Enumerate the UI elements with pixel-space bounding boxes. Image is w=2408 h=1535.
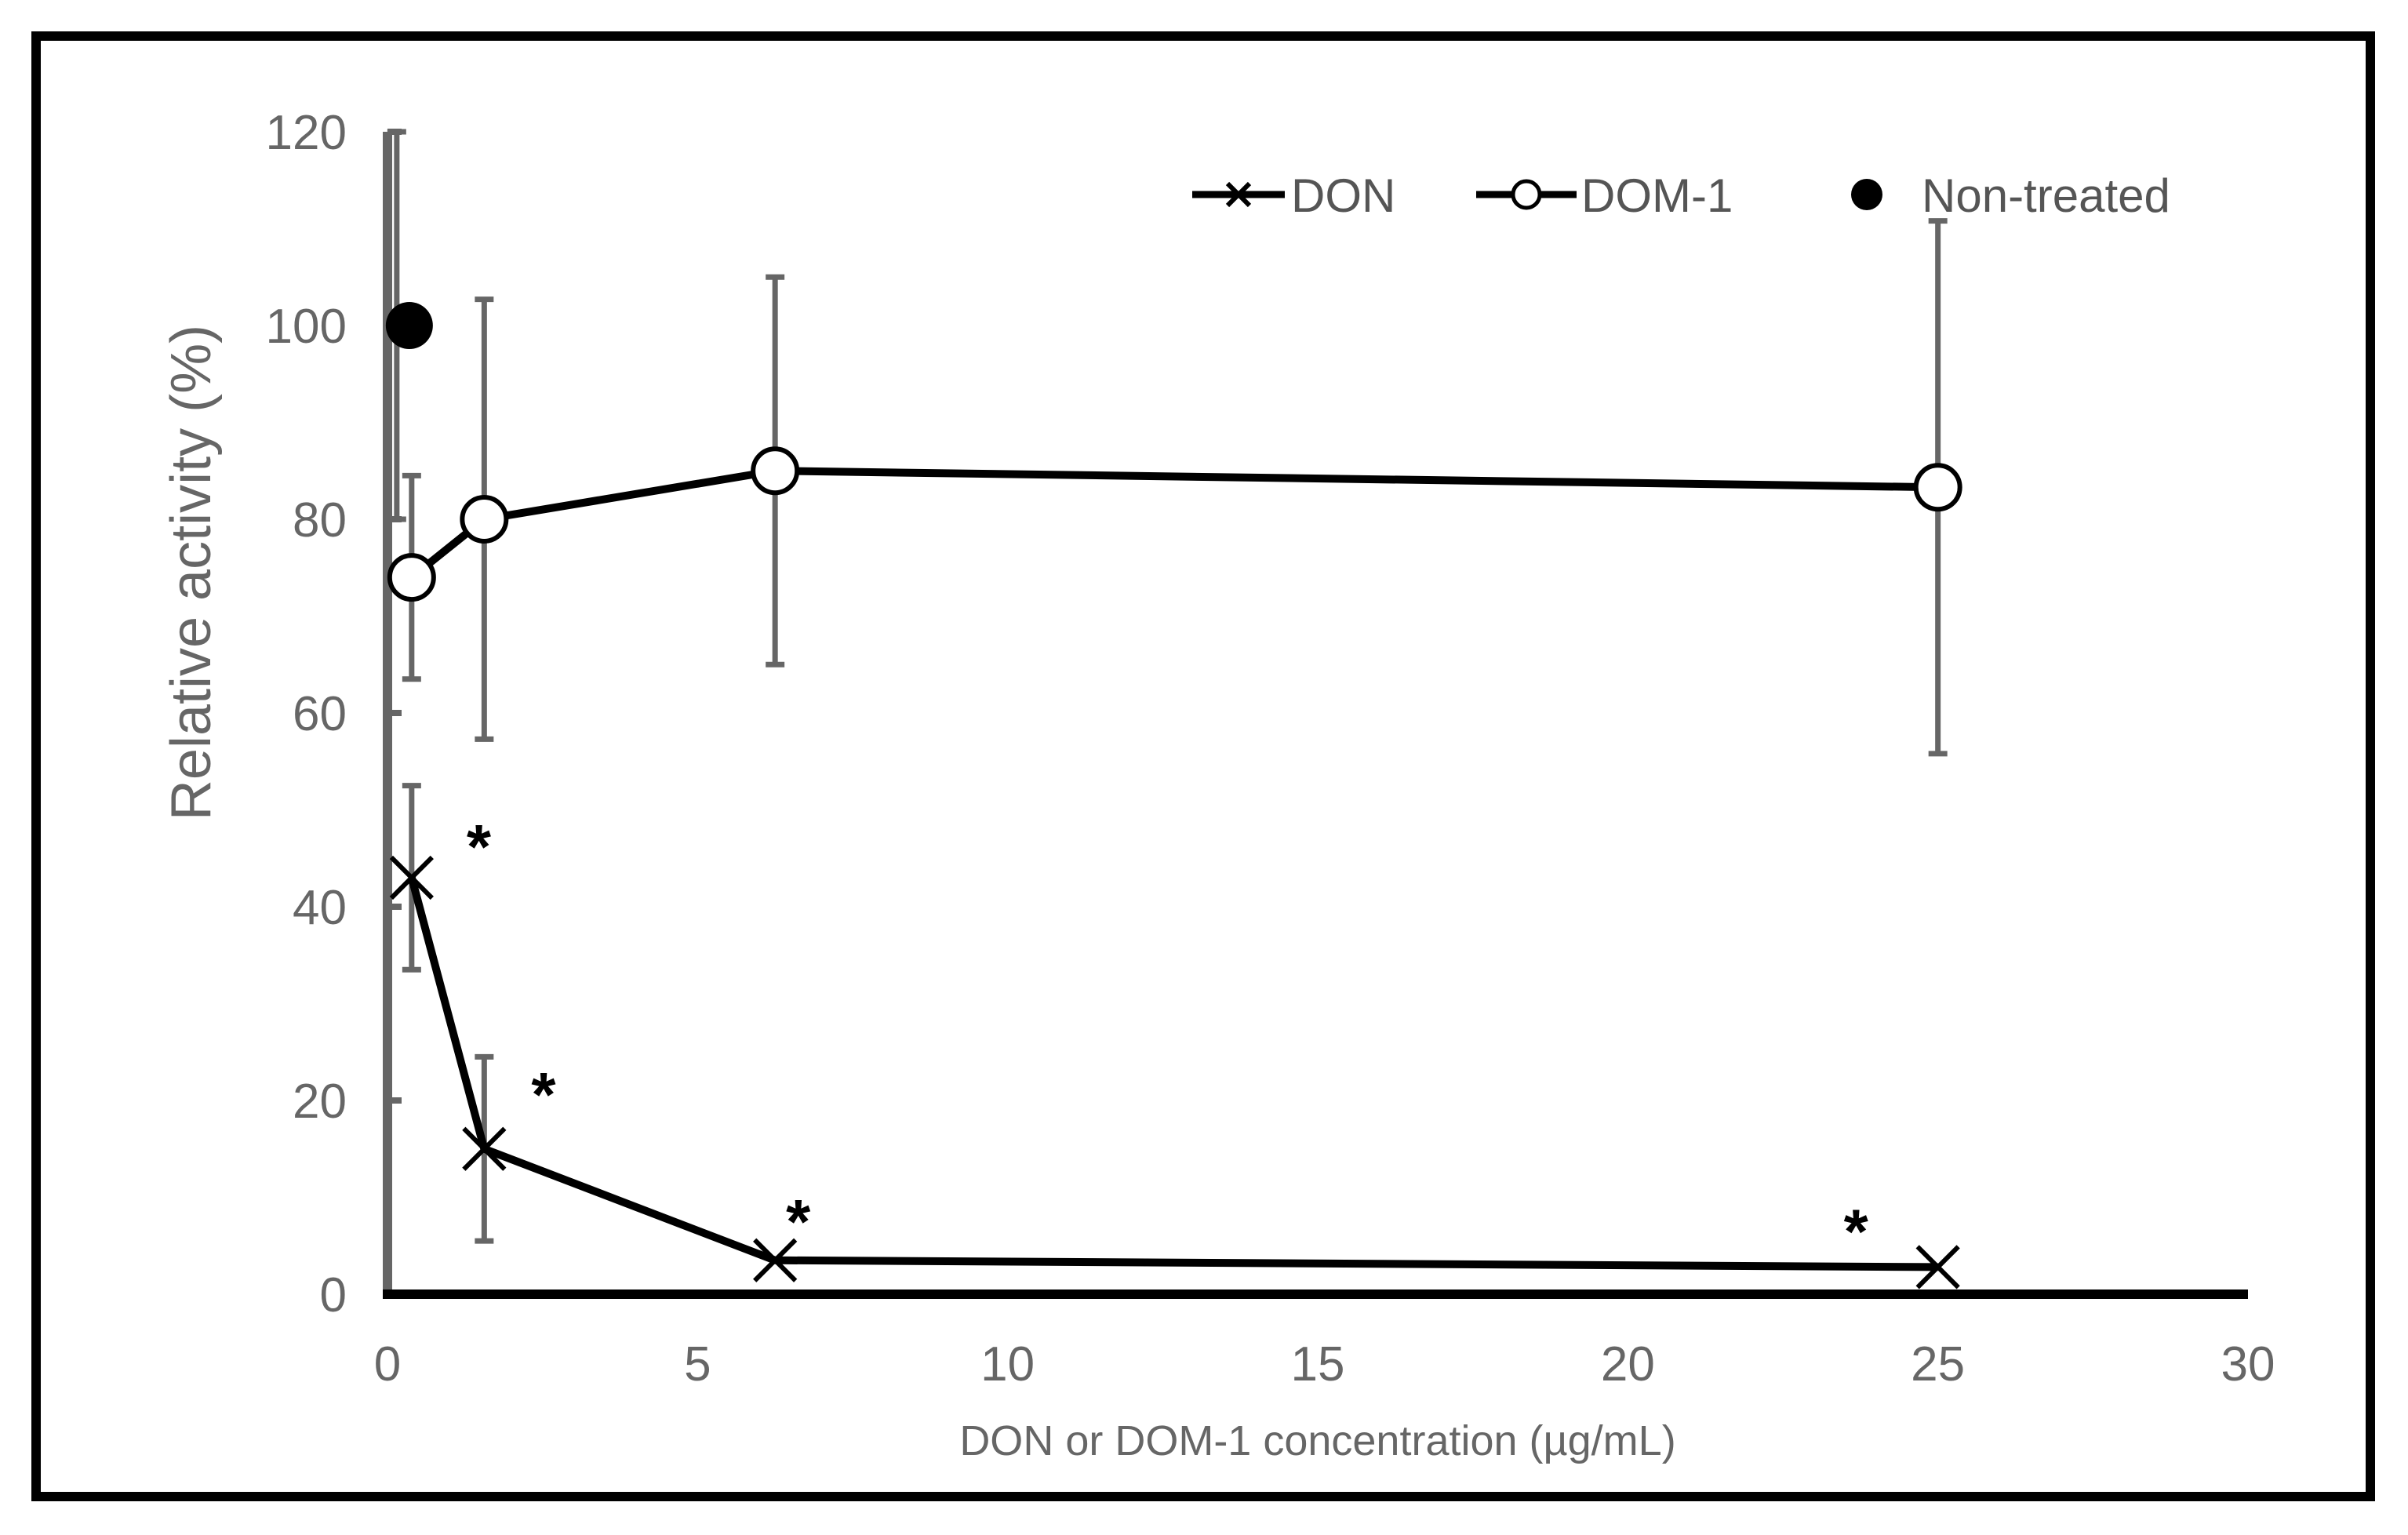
y-axis-title: Relative activity (%)	[160, 325, 223, 820]
x-tick-labels: 0 5 10 15 20 25 30	[374, 1337, 2275, 1391]
x-tick-label: 5	[684, 1337, 711, 1391]
legend-label-dom1: DOM-1	[1581, 169, 1733, 222]
dom1-series-line	[409, 467, 1938, 581]
x-axis-title: DON or DOM-1 concentration (µg/mL)	[959, 1417, 1675, 1464]
y-tick-label: 120	[266, 106, 347, 160]
plot-marks: * * * *	[385, 129, 1962, 1289]
don-significance-marker: *	[786, 1187, 811, 1257]
legend-label-non-treated: Non-treated	[1922, 169, 2170, 222]
x-tick-label: 25	[1911, 1337, 1965, 1391]
x-tick-label: 10	[980, 1337, 1035, 1391]
don-point	[389, 855, 434, 900]
y-tick-labels: 0 20 40 60 80 100 120	[266, 106, 347, 1322]
x-tick-label: 0	[374, 1337, 401, 1391]
x-tick-label: 15	[1291, 1337, 1345, 1391]
don-point	[753, 1238, 798, 1282]
y-tick-label: 60	[293, 687, 347, 741]
legend-non-treated-dot-icon	[1851, 179, 1882, 210]
x-tick-label: 20	[1601, 1337, 1655, 1391]
don-significance-marker: *	[467, 812, 492, 882]
figure-frame	[31, 31, 2375, 1501]
don-significance-marker: *	[531, 1060, 556, 1129]
legend-item-dom1: DOM-1	[1476, 169, 1733, 222]
non-treated-point	[385, 302, 433, 349]
legend-item-non-treated: Non-treated	[1851, 169, 2170, 222]
y-tick-label: 20	[293, 1075, 347, 1129]
dom1-point	[751, 446, 800, 496]
x-tick-label: 30	[2221, 1337, 2275, 1391]
y-tick-label: 0	[320, 1268, 347, 1322]
legend-don-cross-icon	[1225, 181, 1252, 208]
dom1-point	[460, 495, 509, 544]
legend-item-don: DON	[1192, 169, 1395, 222]
y-tick-label: 100	[266, 300, 347, 354]
don-point	[462, 1126, 507, 1171]
legend-dom1-circle-icon	[1511, 179, 1542, 210]
don-significance-marker: *	[1844, 1196, 1869, 1266]
legend-label-don: DON	[1291, 169, 1395, 222]
don-point	[1915, 1245, 1960, 1289]
y-tick-label: 80	[293, 493, 347, 547]
dom1-point	[387, 553, 436, 602]
y-tick-label: 40	[293, 881, 347, 935]
dom1-point	[1913, 463, 1962, 512]
legend: DON DOM-1 Non-treated	[1192, 169, 2170, 222]
don-series-line	[408, 876, 1938, 1271]
